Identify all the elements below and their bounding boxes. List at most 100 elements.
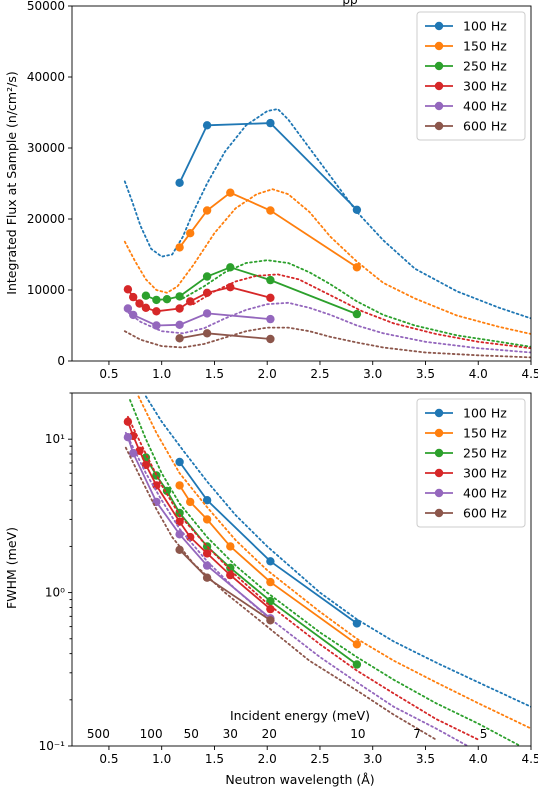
series-250-hz-point: [226, 263, 235, 272]
series-400-hz-point: [175, 320, 184, 329]
series-150-hz-point: [266, 206, 275, 215]
x-tick-label: 2.0: [258, 752, 277, 766]
series-300-hz-point: [226, 570, 235, 580]
plot-frame: [71, 5, 532, 362]
series-400-hz-point: [129, 310, 138, 320]
x-tick-label: 4.0: [469, 367, 488, 381]
series-250-hz-point: [202, 272, 212, 281]
legend-600-hz-marker: [434, 121, 444, 131]
series-400-hz-point: [152, 321, 161, 330]
x-tick-label: 1.5: [205, 752, 224, 766]
legend-400-hz-label: 400 Hz: [463, 486, 507, 501]
flux-chart: 0.5 1.0 1.5 2.0 2.5 3.0 3.5 4.0 4.5 0 10000 20000 30…: [27, 0, 538, 381]
legend-100-hz-label: 100 Hz: [463, 19, 507, 34]
series-400-hz-point: [175, 530, 184, 539]
x-tick-label: 3.0: [363, 367, 382, 381]
energy-tick-label: 10: [350, 727, 365, 741]
legend-400-hz-marker: [434, 488, 444, 498]
legend-100-hz-label: 100 Hz: [463, 406, 507, 421]
series-300-hz-point: [266, 293, 275, 302]
series-100-hz-point: [266, 557, 275, 566]
plot-area: [123, 395, 531, 746]
incident-energy-axis-label: Incident energy (meV): [230, 708, 370, 723]
y-tick-label: 10000: [27, 283, 65, 297]
y-tick-label: 20000: [27, 212, 65, 226]
y-tick-label: 10⁰: [45, 586, 65, 600]
legend-150-hz-label: 150 Hz: [463, 426, 507, 441]
series-100-hz-line: [178, 461, 358, 625]
series-300-hz-point: [123, 417, 133, 426]
x-tick-label: 3.5: [416, 752, 435, 766]
series-300-hz-point: [266, 604, 275, 614]
fwhm-y-axis-label: FWHM (meV): [4, 527, 19, 609]
x-tick-label: 0.5: [99, 367, 118, 381]
series-100-hz-line: [178, 122, 358, 211]
legend-100-hz-marker: [434, 408, 444, 418]
series-600-hz-point: [175, 334, 184, 343]
x-tick-label: 4.5: [521, 367, 538, 381]
y-tick-label: 10¹: [45, 432, 65, 446]
series-400-hz-point: [266, 314, 275, 324]
series-250-hz-point: [226, 563, 235, 572]
y-tick-label: 10⁻¹: [39, 739, 66, 753]
series-300-hz-point: [202, 288, 212, 297]
series-300-hz-point: [186, 532, 195, 542]
series-100-hz-point: [202, 496, 212, 505]
legend-250-hz-marker: [434, 448, 444, 458]
legend-250-hz-label: 250 Hz: [463, 446, 507, 461]
x-tick-label: 2.0: [258, 367, 277, 381]
series-600-hz-point: [266, 616, 275, 625]
series-300-hz-point: [141, 303, 151, 312]
series-100-hz-point: [352, 205, 362, 214]
series-300-hz-dotted-line: [127, 415, 480, 741]
series-100-hz-point: [175, 178, 184, 187]
series-400-hz-dotted-line: [124, 431, 469, 746]
legend-600-hz-marker: [434, 508, 444, 518]
legend-600-hz-label: 600 Hz: [463, 506, 507, 521]
series-150-hz-point: [186, 229, 195, 238]
series-150-hz-dotted-line: [137, 395, 531, 730]
series-400-hz-point: [129, 449, 138, 458]
series-300-hz-point: [129, 292, 138, 302]
series-300-hz-dotted-line: [192, 273, 531, 350]
series-150-hz-point: [202, 515, 212, 524]
series-250-hz-point: [162, 486, 172, 496]
series-250-hz-point: [352, 309, 362, 319]
series-150-hz-point: [226, 188, 235, 197]
series-150-hz-point: [186, 497, 195, 507]
legend-300-hz-label: 300 Hz: [463, 79, 507, 94]
series-100-hz-point: [352, 619, 362, 628]
y-tick-label: 30000: [27, 141, 65, 155]
series-150-hz-line: [178, 191, 358, 269]
series-300-hz-point: [226, 283, 235, 292]
energy-tick-label: 7: [413, 727, 421, 741]
series-400-hz-dotted-line: [123, 301, 531, 354]
series-100-hz-dotted-line: [145, 395, 531, 708]
series-250-hz-point: [162, 295, 172, 304]
series-100-hz-dotted-line: [123, 108, 531, 320]
series-400-hz-line: [127, 307, 271, 327]
series-250-hz-dotted-line: [129, 399, 522, 746]
legend-300-hz-marker: [434, 81, 444, 91]
x-tick-label: 1.0: [152, 367, 171, 381]
series-300-hz-point: [202, 549, 212, 558]
legend-box: [416, 398, 526, 528]
x-tick-label: 3.5: [416, 367, 435, 381]
series-400-hz-point: [123, 433, 133, 442]
series-300-hz-point: [175, 304, 184, 313]
series-400-hz-point: [202, 309, 212, 318]
legend-400-hz-marker: [434, 101, 444, 111]
fwhm-chart: 0.5 1.0 1.5 2.0 2.5 3.0 3.5 4.0 4.5 10⁻¹ 10⁰ 10¹ 100…: [39, 392, 538, 766]
series-250-hz-point: [266, 275, 275, 285]
series-150-hz-point: [175, 481, 184, 490]
x-tick-label: 1.0: [152, 752, 171, 766]
series-150-hz-point: [175, 243, 184, 252]
legend-250-hz-marker: [434, 61, 444, 71]
series-400-hz-point: [202, 561, 212, 570]
plot-frame: [71, 392, 532, 747]
x-tick-label: 3.0: [363, 752, 382, 766]
legend-150-hz-label: 150 Hz: [463, 39, 507, 54]
series-300-hz-point: [135, 299, 144, 308]
series-600-hz-line: [179, 332, 271, 340]
